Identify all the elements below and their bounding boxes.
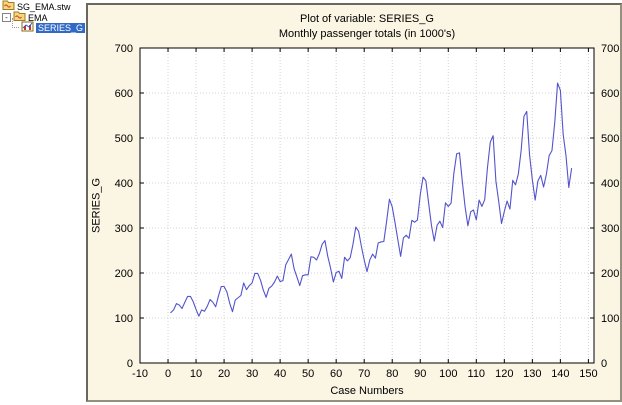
tree-item-label: EMA [28,12,48,23]
svg-text:500: 500 [601,133,619,145]
tree-item-workbook[interactable]: SG_EMA.stw [2,0,71,13]
svg-text:140: 140 [551,368,569,380]
folder-icon [13,11,26,24]
svg-text:100: 100 [115,313,133,325]
chart-canvas: -10 0 10 20 30 40 50 60 70 80 90 100 110 120 130 140 150… [115,43,620,380]
workbook-icon [2,0,15,13]
workbook-tree: SG_EMA.stw - EMA SERIES_G [0,0,86,405]
svg-text:0: 0 [165,368,171,380]
tree-item-label: SG_EMA.stw [17,1,71,12]
collapse-expander-icon[interactable]: - [2,13,11,22]
svg-text:120: 120 [495,368,513,380]
y-axis-label: SERIES_G [90,177,103,234]
svg-text:0: 0 [127,358,133,370]
svg-text:0: 0 [601,358,607,370]
graph-icon [21,21,34,34]
svg-text:400: 400 [601,178,619,190]
svg-text:300: 300 [115,223,133,235]
x-axis-label: Case Numbers [330,385,404,397]
svg-text:110: 110 [468,368,486,380]
svg-text:700: 700 [601,43,619,55]
svg-text:500: 500 [115,133,133,145]
svg-text:80: 80 [386,368,398,380]
svg-text:600: 600 [601,88,619,100]
tree-item-series-g[interactable]: SERIES_G [10,18,86,34]
svg-text:20: 20 [218,368,230,380]
svg-text:50: 50 [302,368,314,380]
svg-text:70: 70 [358,368,370,380]
svg-text:100: 100 [601,313,619,325]
svg-text:400: 400 [115,178,133,190]
svg-text:200: 200 [115,268,133,280]
svg-text:10: 10 [190,368,202,380]
svg-text:150: 150 [579,368,597,380]
tree-item-ema[interactable]: - EMA [2,11,48,24]
chart-title: Plot of variable: SERIES_G [300,13,434,25]
graph-window: Plot of variable: SERIES_G Monthly passe… [86,3,622,402]
svg-text:700: 700 [115,43,133,55]
svg-text:-10: -10 [132,368,148,380]
svg-text:300: 300 [601,223,619,235]
tree-connector [12,18,19,28]
svg-text:130: 130 [523,368,541,380]
tree-item-label-selected: SERIES_G [36,22,86,33]
graph-canvas-area: Plot of variable: SERIES_G Monthly passe… [88,5,620,400]
svg-text:30: 30 [246,368,258,380]
svg-text:90: 90 [414,368,426,380]
svg-text:100: 100 [439,368,457,380]
svg-text:600: 600 [115,88,133,100]
svg-text:60: 60 [330,368,342,380]
svg-text:40: 40 [274,368,286,380]
chart-subtitle: Monthly passenger totals (in 1000's) [278,28,456,40]
svg-text:200: 200 [601,268,619,280]
